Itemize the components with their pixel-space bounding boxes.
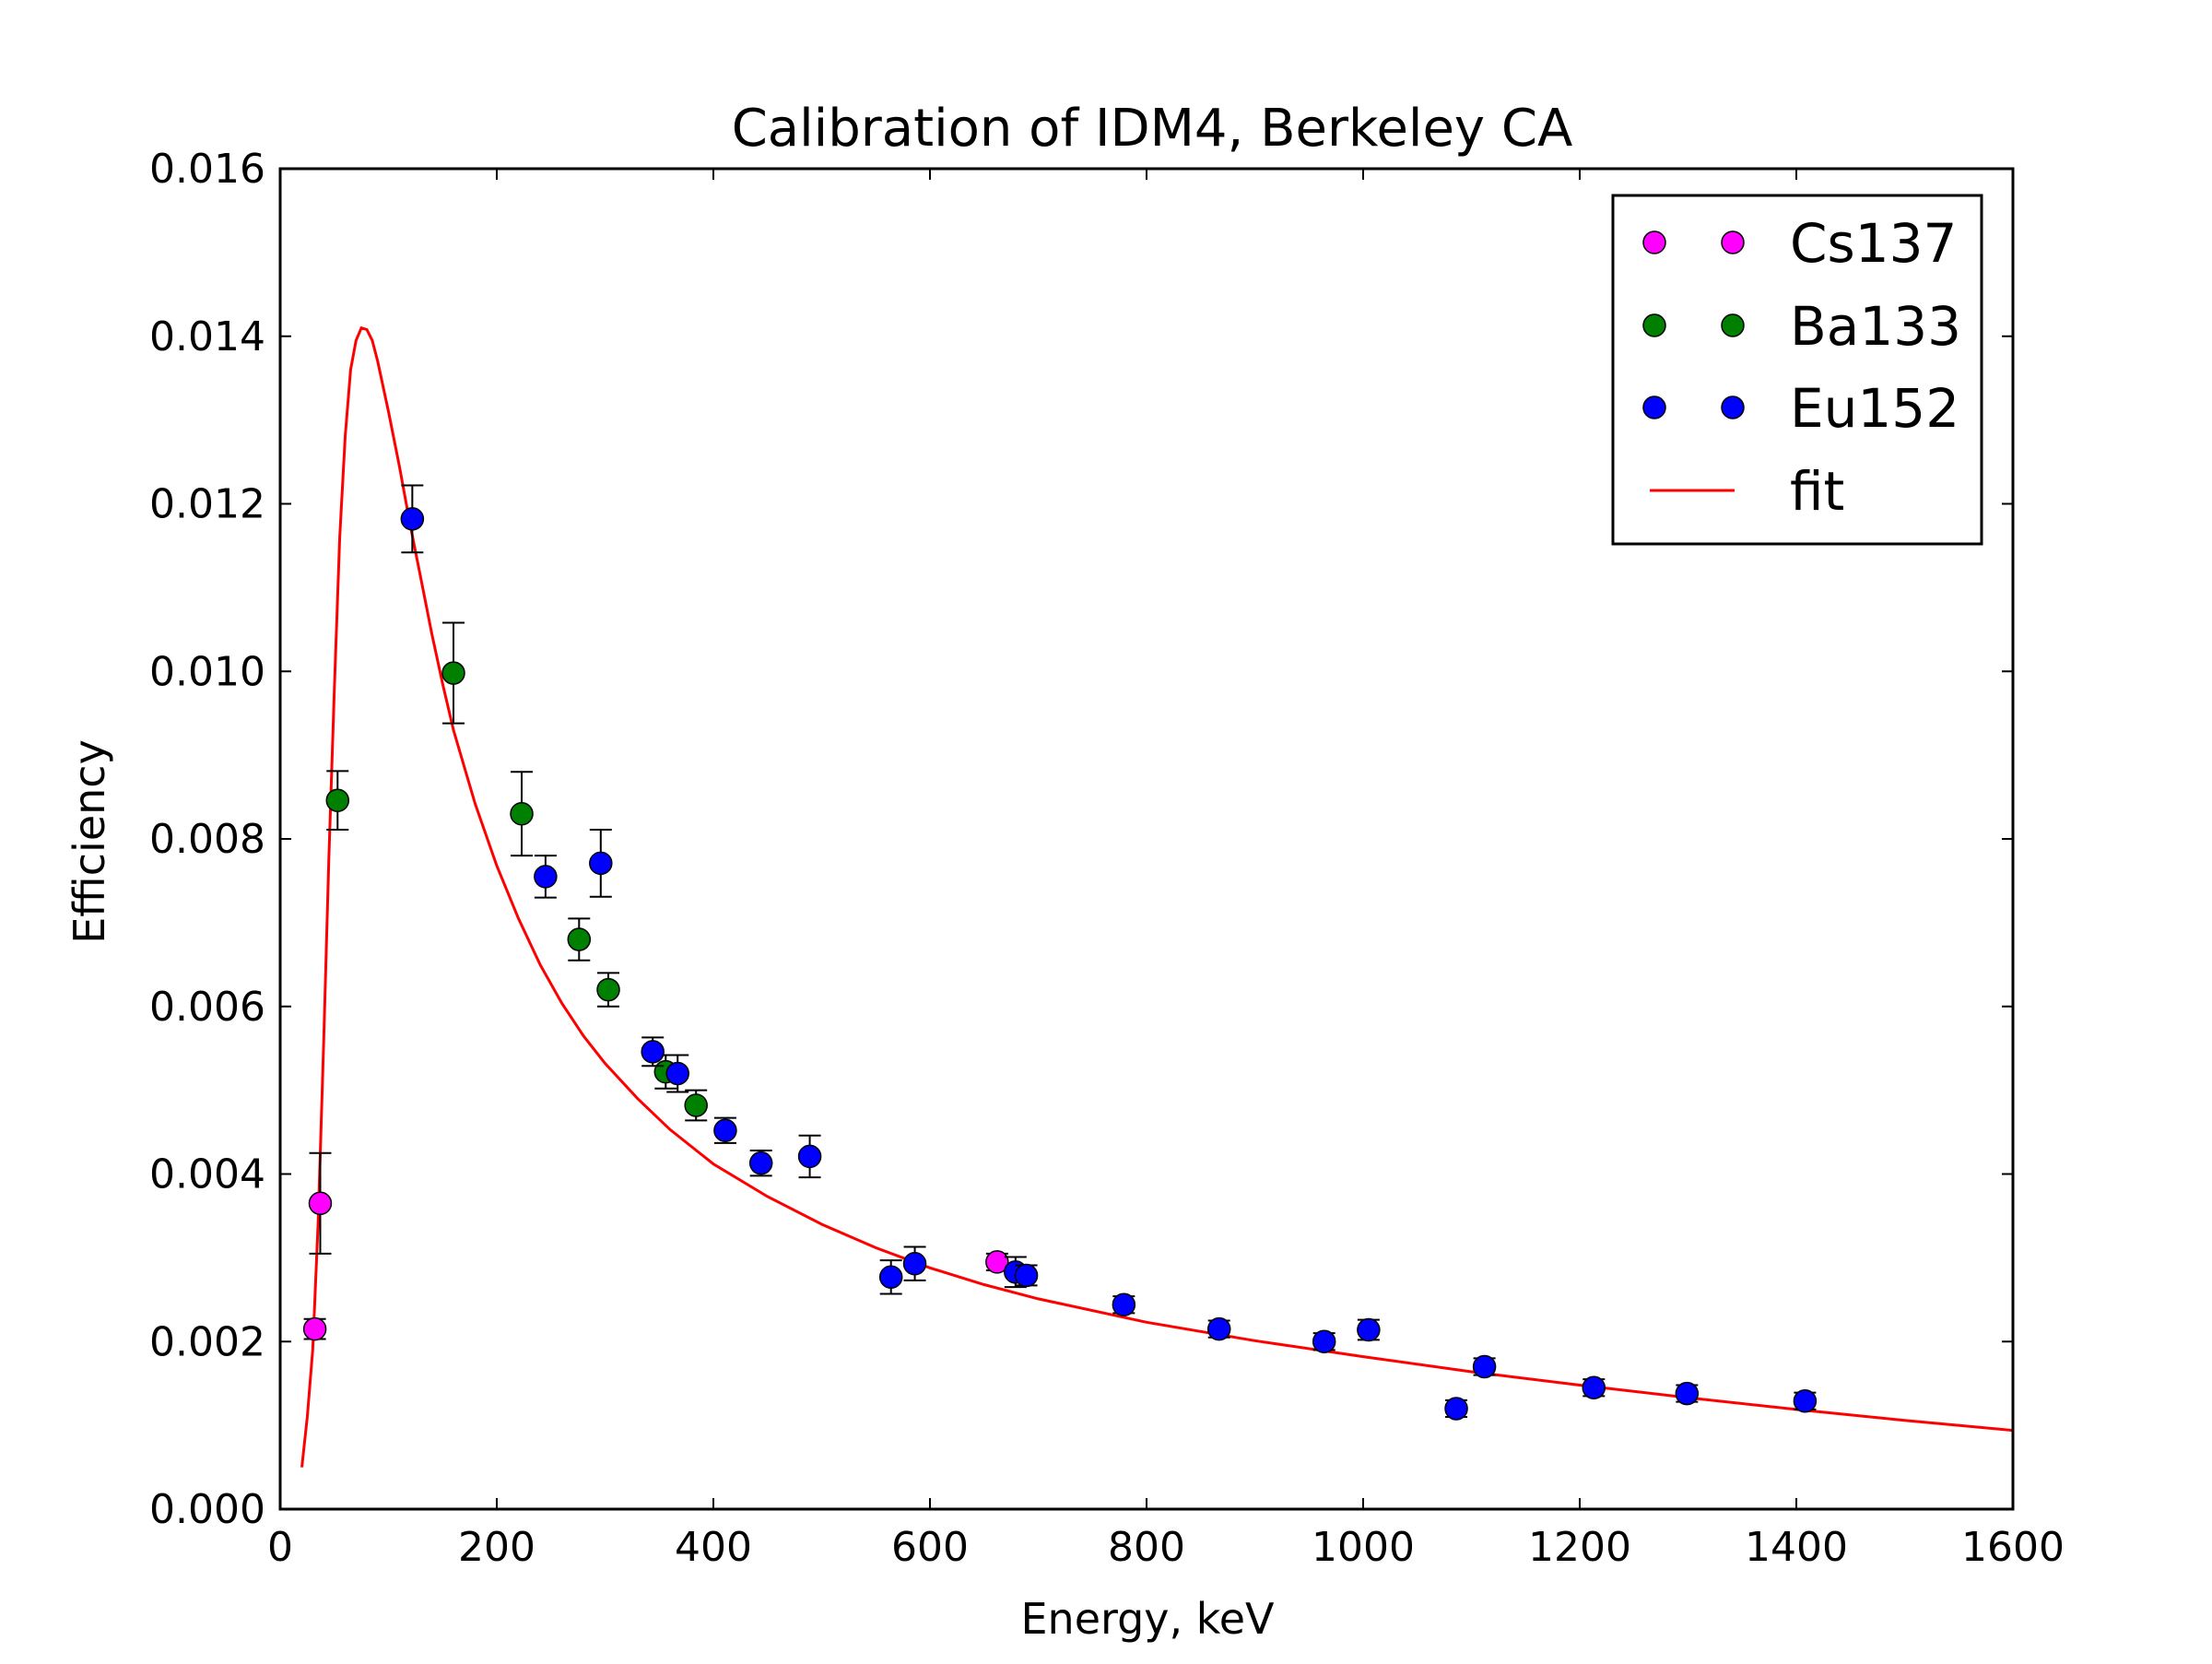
plot-layer: 0 200 400 600 800 1000 1200 1400 1600 0.000 0.002 0…: [149, 146, 2065, 1571]
eu152-point: [1357, 1317, 1381, 1342]
x-tick-label: 400: [675, 1524, 752, 1571]
ba133-point: [441, 661, 465, 685]
eu152-point: [1472, 1354, 1497, 1379]
legend-marker-cs137: [1642, 230, 1666, 254]
legend-marker-eu152: [1721, 395, 1745, 419]
y-axis-label: Efficiency: [65, 739, 114, 944]
x-tick-label: 1000: [1312, 1524, 1415, 1571]
x-tick-label: 0: [267, 1524, 293, 1571]
ba133-point: [567, 927, 592, 951]
legend-marker-ba133: [1642, 313, 1666, 337]
eu152-point: [713, 1118, 737, 1142]
y-tick-label: 0.012: [149, 481, 265, 528]
legend-marker-ba133: [1721, 313, 1745, 337]
eu152-point: [1312, 1329, 1336, 1353]
ba133-point: [325, 788, 350, 812]
eu152-point: [1793, 1389, 1818, 1413]
eu152-point: [641, 1040, 665, 1064]
chart-title: Calibration of IDM4, Berkeley CA: [732, 99, 1573, 159]
eu152-point: [902, 1251, 927, 1276]
cs137-point: [308, 1191, 333, 1216]
eu152-point: [1582, 1375, 1606, 1399]
y-tick-label: 0.006: [149, 984, 265, 1031]
eu152-point: [797, 1144, 822, 1169]
legend-label-fit: fit: [1790, 460, 1844, 523]
x-tick-label: 600: [891, 1524, 969, 1571]
eu152-point: [589, 851, 613, 876]
y-tick-label: 0.002: [149, 1318, 265, 1365]
cs137-point: [985, 1250, 1009, 1274]
eu152-point: [400, 507, 425, 531]
x-axis-label: Energy, keV: [1020, 1594, 1275, 1644]
eu152-point: [534, 865, 558, 889]
legend-label-ba133: Ba133: [1790, 295, 1961, 358]
legend-marker-eu152: [1642, 395, 1666, 419]
eu152-point: [665, 1061, 689, 1086]
eu152-point: [1675, 1381, 1700, 1406]
legend-box: [1611, 194, 1983, 546]
eu152-point: [1206, 1316, 1231, 1341]
y-tick-label: 0.010: [149, 648, 265, 695]
y-tick-label: 0.016: [149, 146, 265, 193]
x-tick-label: 1600: [1961, 1524, 2065, 1571]
ba133-point: [510, 801, 534, 826]
y-tick-label: 0.008: [149, 816, 265, 863]
eu152-point: [878, 1265, 903, 1290]
eu152-point: [748, 1151, 773, 1175]
cs137-point: [302, 1316, 327, 1341]
fit-line: [300, 325, 2013, 1468]
y-tick-label: 0.014: [149, 313, 265, 360]
x-tick-label: 1200: [1528, 1524, 1631, 1571]
x-tick-label: 200: [458, 1524, 535, 1571]
y-tick-label: 0.004: [149, 1151, 265, 1198]
x-tick-label: 1400: [1745, 1524, 1848, 1571]
legend-label-cs137: Cs137: [1790, 212, 1957, 275]
legend-marker-cs137: [1721, 230, 1745, 254]
y-tick-label: 0.000: [149, 1486, 265, 1533]
legend-label-eu152: Eu152: [1790, 377, 1959, 440]
ba133-point: [684, 1093, 708, 1117]
eu152-point: [1444, 1397, 1468, 1421]
axes-frame: [278, 167, 2015, 1511]
ba133-point: [596, 977, 620, 1002]
eu152-point: [1112, 1292, 1136, 1317]
x-tick-label: 800: [1108, 1524, 1185, 1571]
eu152-point: [1014, 1263, 1039, 1288]
